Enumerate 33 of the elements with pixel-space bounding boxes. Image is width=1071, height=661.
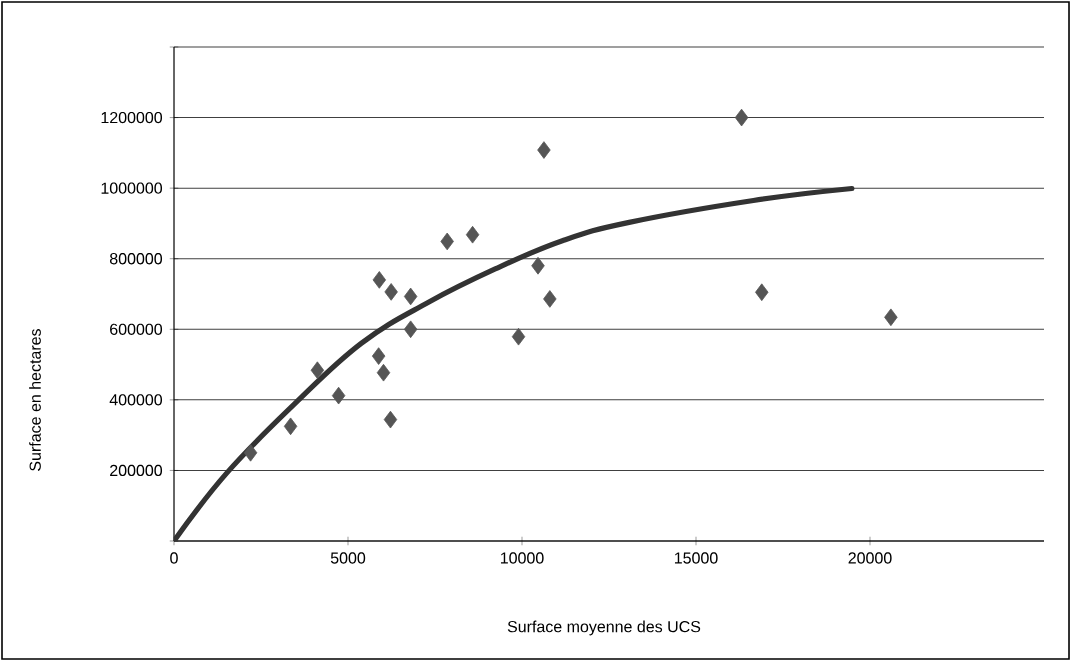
point [243,443,258,462]
y-axis-title: Surface en hectares [29,329,41,471]
point [465,225,480,244]
x-tick-label: 0 [170,552,178,564]
x-tick-label: 10000 [500,552,544,564]
point [331,386,346,405]
point [531,256,545,275]
x-tick-label: 15000 [674,552,718,564]
point [884,308,898,327]
y-tick-label: 200000 [110,464,163,477]
point [511,327,526,346]
point [383,410,398,429]
point [283,417,298,436]
point [543,290,557,308]
y-tick-label: 800000 [109,253,163,265]
x-axis-title: Surface moyenne des UCS [507,620,701,636]
y-tick-label: 1200000 [101,111,163,124]
y-tick-label: 600000 [110,323,163,335]
point [376,363,391,382]
point [371,347,386,365]
y-tick-label: 1000000 [101,182,163,194]
x-tick-label: 5000 [330,552,366,564]
point [310,361,325,380]
y-tick-label: 400000 [109,394,163,406]
x-tick-label: 20000 [848,552,892,564]
point [384,283,398,301]
point [537,141,551,159]
point [734,108,749,127]
point [372,271,387,289]
point [403,320,418,339]
point [755,283,769,302]
point [440,232,454,251]
point [403,287,418,306]
